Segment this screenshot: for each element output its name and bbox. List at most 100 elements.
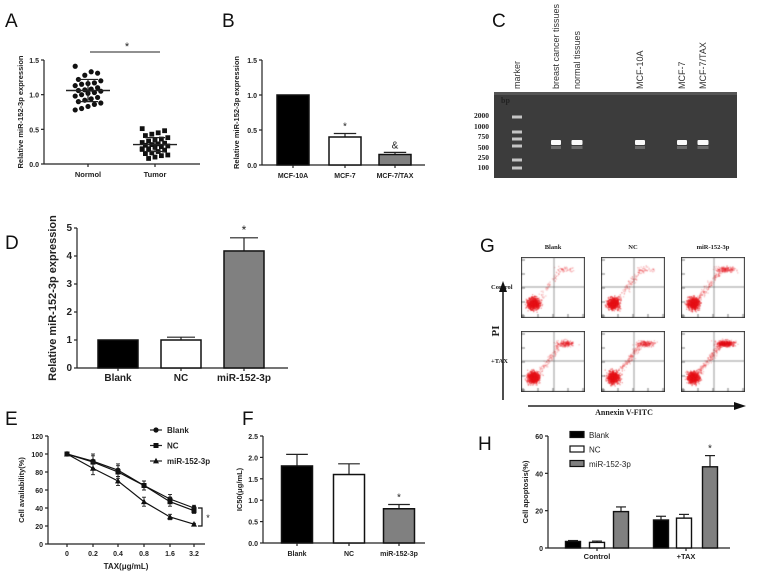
significance-bracket [198,507,203,527]
y-tick-label: 3 [66,279,72,290]
bar [382,508,416,544]
x-tick-label: MCF-10A [278,173,308,180]
marker-band [512,130,522,134]
annexin-arrow-head [734,402,746,410]
significance-marker: * [397,492,401,503]
x-tick-label: MCF-7/TAX [377,173,414,180]
panel-letter: F [242,409,254,430]
x-tick-label: 0.8 [139,551,149,558]
legend-swatch [569,459,585,468]
gel-well-row [494,92,737,95]
data-point [79,81,85,87]
pcr-band [697,140,709,145]
legend-swatch [569,430,585,439]
bar [276,94,310,166]
y-tick-label: 0.0 [247,163,257,170]
bp-label: 1000 [474,122,489,131]
data-point [72,63,78,69]
flow-column-title: Blank [545,244,562,251]
data-point [115,477,121,484]
panel-letter: A [5,11,18,32]
y-tick-label: 0 [39,542,43,549]
pcr-band-shadow [551,146,561,149]
marker-band [512,158,522,162]
flow-density-plot [521,257,585,318]
series-line [66,453,195,512]
bar [675,517,693,549]
data-point [72,93,78,99]
data-point [88,69,94,75]
y-tick-label: 20 [35,524,43,531]
data-point [91,101,97,107]
y-tick-label: 1.0 [247,93,257,100]
pcr-band [551,140,561,145]
flow-column-title: NC [628,244,638,251]
data-point [141,483,147,488]
y-tick-label: 4 [66,251,72,262]
data-point [167,513,173,520]
data-point [72,83,78,89]
data-point [141,498,147,505]
data-point [167,499,173,505]
panel-letter: B [222,11,235,32]
data-point [115,469,121,475]
lane-label: MCF-7/TAX [698,42,708,89]
y-axis-label: Cell apoptosis(%) [521,460,530,523]
pcr-band [677,140,687,145]
lane-label: marker [512,61,522,89]
significance-marker: & [392,140,399,151]
legend-label: NC [167,442,179,451]
data-point [165,143,171,149]
significance-marker: * [125,41,130,53]
data-point [155,130,161,136]
y-tick-label: 0.5 [248,520,258,527]
y-tick-label: 2.0 [248,455,258,462]
x-tick-label: Normol [75,170,101,179]
bar [160,339,202,369]
legend-marker [153,443,159,448]
bp-label: 100 [478,163,490,172]
x-tick-label: NC [174,373,188,384]
x-tick-label: 3.2 [189,551,199,558]
significance-marker: * [343,122,347,133]
bar [701,466,719,549]
y-tick-label: 120 [31,434,43,441]
data-point [191,508,197,514]
bar [588,541,606,549]
legend-label: miR-152-3p [589,460,631,469]
data-point [191,521,197,527]
panel-letter: H [478,434,492,455]
x-tick-label: miR-152-3p [217,373,271,384]
data-point [95,70,101,76]
y-tick-label: 0 [66,363,72,374]
lane-label: MCF-7 [677,62,687,90]
y-tick-label: 60 [535,434,543,441]
x-tick-label: 0.2 [88,551,98,558]
y-axis-label: Cell availability(%) [17,457,26,523]
legend-swatch [569,445,585,453]
x-tick-label: 0 [65,551,69,558]
bar [332,473,366,544]
y-tick-label: 40 [35,506,43,513]
y-tick-label: 1.0 [248,498,258,505]
y-tick-label: 1.0 [29,93,39,100]
lane-label: normal tissues [572,30,582,89]
y-tick-label: 0.5 [247,128,257,135]
y-axis-label: Relative miR-152-3p expression [47,215,59,381]
marker-band [512,115,522,119]
data-point [139,146,145,152]
data-point [162,128,167,134]
y-tick-label: 100 [31,452,43,459]
marker-band [512,166,522,170]
flow-density-plot [681,257,745,318]
y-tick-label: 5 [66,223,72,234]
data-point [162,140,167,146]
data-point [165,135,171,141]
bp-label: 2000 [474,111,489,120]
x-tick-label: MCF-7 [334,173,355,180]
bar [564,540,582,549]
data-point [79,105,85,112]
bar [223,250,265,369]
x-tick-label: Tumor [144,170,167,179]
